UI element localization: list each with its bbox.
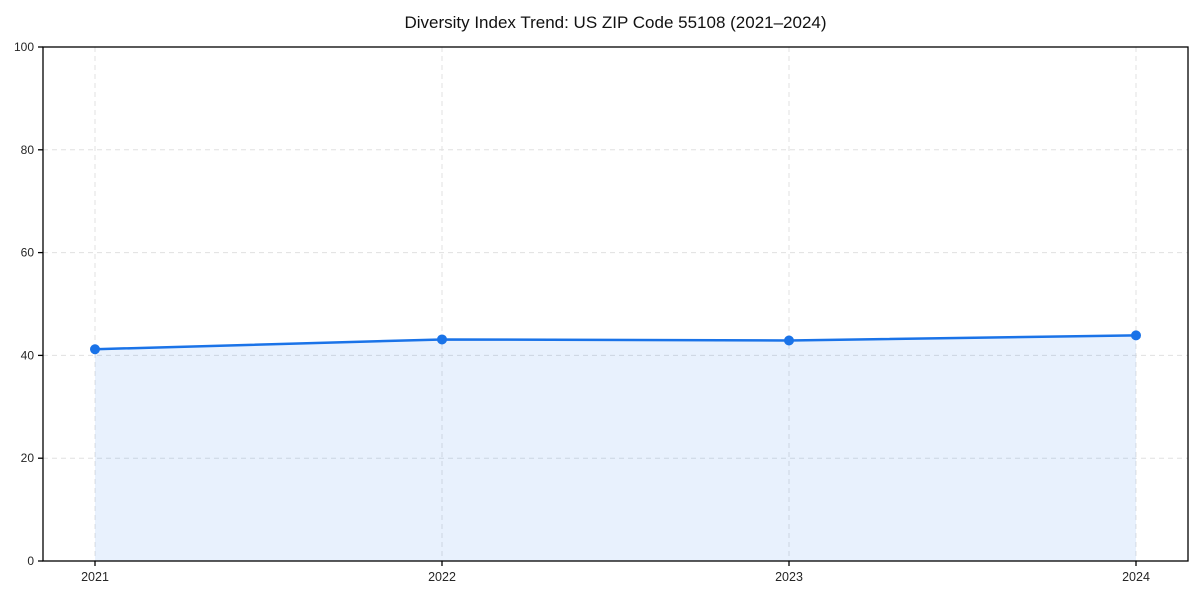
y-tick-label: 0 [27,554,34,568]
x-tick-label: 2022 [428,570,456,584]
area-fill [95,335,1136,561]
plot-border [42,46,1189,562]
x-tick-label: 2024 [1122,570,1150,584]
x-tick-label: 2021 [81,570,109,584]
trend-line [93,334,1138,351]
chart-title: Diversity Index Trend: US ZIP Code 55108… [404,13,827,32]
y-tick-label: 60 [21,246,35,260]
data-point-2024 [1131,330,1141,341]
y-tick-label: 40 [21,348,35,362]
x-tick-label: 2023 [775,570,803,584]
data-point-2023 [784,335,794,346]
data-point-2022 [437,334,447,345]
y-tick-label: 80 [21,143,35,157]
data-point-2021 [90,344,100,355]
y-tick-label: 100 [14,40,34,54]
y-tick-label: 20 [21,451,35,465]
